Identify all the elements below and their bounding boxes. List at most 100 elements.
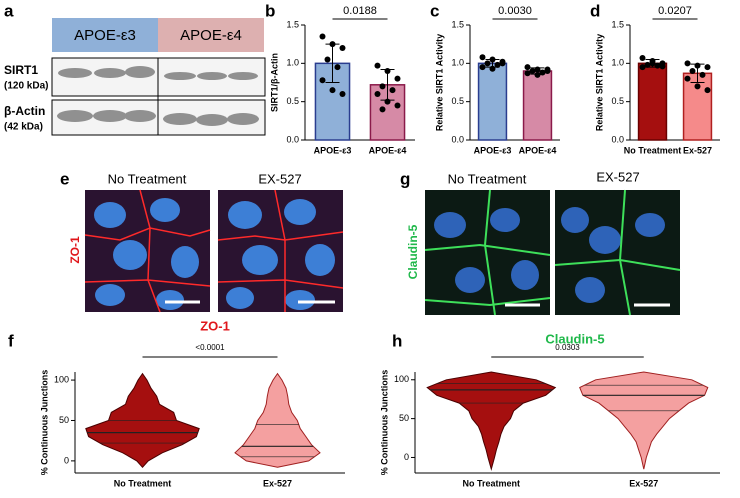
data-point (534, 71, 541, 78)
x-tick-label: Ex-527 (683, 145, 712, 155)
y-tick-label: 0 (64, 455, 69, 465)
group-label: APOE-ε4 (180, 27, 242, 44)
y-tick-label: 0.0 (451, 134, 464, 144)
panel-label: e (60, 169, 69, 188)
data-point (479, 54, 486, 61)
violin (234, 372, 321, 468)
chart-title: Claudin-5 (545, 331, 604, 346)
data-point (639, 64, 646, 71)
bar (522, 70, 553, 141)
x-tick-label: APOE-ε4 (369, 145, 407, 155)
data-point (539, 69, 546, 76)
y-tick-label: 50 (59, 415, 69, 425)
condition-label: No Treatment (108, 171, 187, 186)
data-point (384, 98, 391, 105)
y-axis-label: SIRT1/β-Actin (269, 53, 279, 112)
y-tick-label: 0.0 (611, 134, 624, 144)
condition-label: EX-527 (596, 169, 639, 184)
p-value: 0.0303 (555, 343, 580, 352)
stain-label: Claudin-5 (406, 224, 420, 279)
violin (579, 371, 709, 470)
y-axis-label: Relative SIRT1 Activity (594, 34, 604, 131)
data-point (704, 64, 711, 71)
y-tick-label: 1.0 (286, 58, 299, 68)
data-point (319, 33, 326, 40)
blot-row-label: SIRT1 (4, 63, 38, 77)
blot-row-size: (42 kDa) (4, 122, 43, 133)
panel-label: g (400, 169, 410, 188)
group-label: APOE-ε3 (74, 27, 136, 44)
data-point (694, 83, 701, 90)
group-box (52, 18, 158, 52)
blot-bands (57, 66, 259, 126)
y-axis-label: Relative SIRT1 Activity (434, 34, 444, 131)
panel-label: a (4, 1, 14, 20)
data-point (544, 66, 551, 73)
data-point (319, 77, 326, 84)
data-point (374, 91, 381, 97)
p-value: 0.0030 (498, 5, 532, 17)
data-point (484, 60, 491, 67)
data-point (339, 45, 346, 51)
stain-label: ZO-1 (68, 236, 82, 264)
data-point (694, 62, 701, 69)
data-point (704, 87, 711, 94)
data-point (654, 62, 661, 69)
data-point (524, 64, 531, 71)
violin (426, 371, 557, 471)
data-point (329, 41, 336, 48)
data-point (644, 61, 651, 68)
y-tick-label: 1.5 (611, 19, 624, 29)
x-tick-label: Ex-527 (263, 478, 292, 488)
x-tick-label: No Treatment (462, 478, 520, 488)
data-point (684, 60, 691, 67)
micrograph (217, 189, 344, 312)
data-point (659, 63, 666, 70)
x-tick-label: No Treatment (624, 145, 682, 155)
x-tick-label: Ex-527 (629, 478, 658, 488)
blot-row-label: β-Actin (4, 104, 45, 118)
y-tick-label: 0 (404, 452, 409, 462)
x-tick-label: APOE-ε4 (519, 145, 557, 155)
data-point (499, 60, 506, 67)
data-point (374, 62, 381, 69)
micrograph (84, 189, 211, 313)
panel-label: h (392, 331, 402, 350)
data-point (529, 68, 536, 74)
data-point (534, 66, 541, 73)
data-point (689, 68, 696, 74)
data-point (479, 64, 486, 71)
y-axis-label: % Continuous Junctions (39, 370, 49, 476)
group-box (158, 18, 264, 52)
bar (477, 62, 508, 141)
condition-label: No Treatment (448, 171, 527, 186)
data-point (329, 87, 336, 94)
panel-label: b (265, 1, 275, 20)
data-point (524, 70, 531, 77)
x-tick-label: APOE-ε3 (314, 145, 352, 155)
data-point (384, 68, 391, 74)
y-tick-label: 0.5 (611, 96, 624, 106)
y-axis-label: % Continuous Junctions (379, 370, 389, 476)
data-point (489, 56, 496, 63)
data-point (684, 75, 691, 82)
bar (682, 72, 713, 141)
panel-label: c (430, 1, 439, 20)
data-point (389, 87, 396, 94)
p-value: 0.0188 (343, 5, 377, 17)
data-point (489, 65, 496, 72)
p-value: 0.0207 (658, 5, 692, 17)
data-point (324, 56, 331, 63)
y-tick-label: 50 (399, 413, 409, 423)
y-tick-label: 0.0 (286, 134, 299, 144)
x-tick-label: APOE-ε3 (474, 145, 512, 155)
micrograph (554, 189, 681, 316)
panel-label: d (590, 1, 600, 20)
micrograph (424, 189, 551, 316)
y-tick-label: 1.0 (611, 58, 624, 68)
x-tick-label: No Treatment (114, 478, 172, 488)
y-tick-label: 0.5 (286, 96, 299, 106)
y-tick-label: 1.5 (451, 19, 464, 29)
blot-row-size: (120 kDa) (4, 81, 48, 92)
